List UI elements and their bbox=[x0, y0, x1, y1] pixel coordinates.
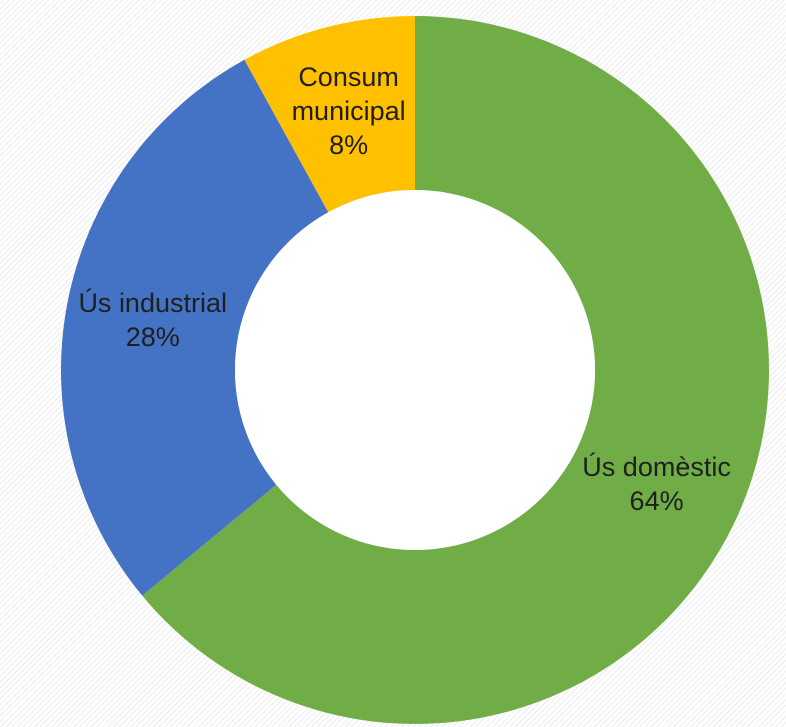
data-label: Ús industrial 28% bbox=[48, 286, 258, 354]
donut-hole bbox=[235, 190, 595, 550]
value-label: 8% bbox=[329, 130, 369, 161]
category-label: Consum municipal bbox=[291, 62, 406, 127]
donut-slice bbox=[142, 16, 770, 725]
value-label: 64% bbox=[629, 485, 684, 516]
category-label: Ús industrial bbox=[78, 287, 227, 318]
donut-slice bbox=[60, 59, 329, 596]
data-label: Ús domèstic 64% bbox=[552, 450, 762, 518]
data-label: Consum municipal 8% bbox=[244, 60, 454, 162]
donut-slice bbox=[244, 16, 415, 213]
category-label: Ús domèstic bbox=[582, 451, 731, 482]
value-label: 28% bbox=[125, 321, 180, 352]
